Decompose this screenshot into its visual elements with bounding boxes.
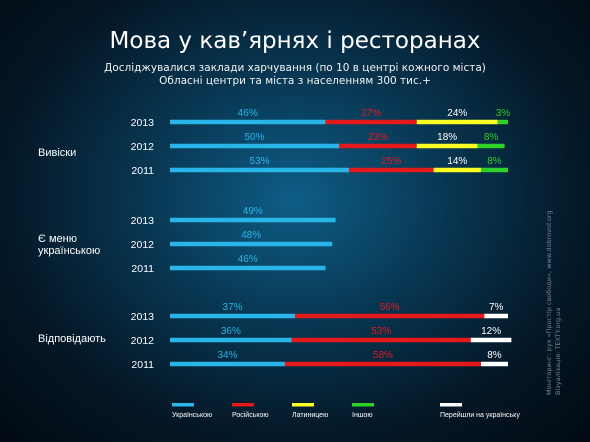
year-label: 2013 xyxy=(131,311,155,323)
data-label: 37% xyxy=(223,302,243,313)
bar-segment-російською xyxy=(339,143,417,149)
year-label: 2011 xyxy=(131,359,154,371)
credits-block: Моніторинг: рух «Простір свободи», www.d… xyxy=(545,210,563,395)
bar-segment-російською xyxy=(284,361,481,367)
chart-title: Мова у кав’ярнях і ресторанах xyxy=(109,28,481,54)
bar-segment-українською xyxy=(170,217,336,223)
bar-segment-українською xyxy=(170,241,333,247)
year-label: 2011 xyxy=(131,165,154,177)
legend-label-перейшли-на-українську: Перейшли на українську xyxy=(440,411,520,419)
legend-label-російською: Російською xyxy=(232,411,269,419)
bar-segment-перейшли-на-українську xyxy=(480,361,508,367)
data-label: 50% xyxy=(244,132,264,143)
monitoring-label: Моніторинг: xyxy=(545,353,553,395)
bar-segment-українською xyxy=(170,361,285,367)
legend-label-латиницею: Латиницею xyxy=(292,412,328,419)
bar-segment-російською xyxy=(349,167,434,173)
bar-segment-іншою xyxy=(480,167,508,173)
year-label: 2012 xyxy=(131,239,155,251)
data-label: 58% xyxy=(373,350,393,361)
group-label-відповідають: Відповідають xyxy=(38,333,106,345)
visualization-value: TEXTY.org.ua xyxy=(554,307,562,350)
data-label: 36% xyxy=(221,326,241,337)
data-label: 46% xyxy=(238,254,258,265)
bar-segment-латиницею xyxy=(416,143,478,149)
bar-segment-іншою xyxy=(477,143,505,149)
data-label: 34% xyxy=(217,350,237,361)
data-label: 8% xyxy=(484,132,499,143)
bar-segment-перейшли-на-українську xyxy=(470,337,512,343)
legend-label-українською: Українською xyxy=(172,412,212,419)
bar-segment-українською xyxy=(170,337,292,343)
data-label: 23% xyxy=(368,132,388,143)
bar-segment-українською xyxy=(170,265,326,271)
data-label: 56% xyxy=(380,302,400,313)
data-label: 8% xyxy=(487,350,502,361)
legend-swatch-українською xyxy=(172,403,194,407)
year-label: 2012 xyxy=(131,335,155,347)
data-label: 48% xyxy=(241,230,261,241)
bar-segment-російською xyxy=(295,313,485,319)
bar-segment-українською xyxy=(170,119,326,125)
data-label: 24% xyxy=(447,108,467,119)
legend-swatch-російською xyxy=(232,403,254,407)
group-label-вивіски: Вивіски xyxy=(38,147,76,159)
data-label: 3% xyxy=(496,108,511,119)
data-label: 27% xyxy=(361,108,381,119)
data-label: 25% xyxy=(381,156,401,167)
data-label: 18% xyxy=(437,132,457,143)
year-label: 2012 xyxy=(131,141,155,153)
bar-segment-українською xyxy=(170,143,339,149)
bar-segment-латиницею xyxy=(416,119,498,125)
data-label: 7% xyxy=(489,302,504,313)
chart-subtitle-line2: Обласні центри та міста з населенням 300… xyxy=(159,75,431,87)
year-label: 2013 xyxy=(131,117,155,129)
bar-segment-російською xyxy=(291,337,471,343)
data-label: 14% xyxy=(447,156,467,167)
bar-segment-латиницею xyxy=(433,167,481,173)
monitoring-value: рух «Простір свободи», www.dobrovol.org xyxy=(545,210,553,352)
bar-segment-іншою xyxy=(497,119,508,125)
bar-segment-російською xyxy=(325,119,417,125)
data-label: 53% xyxy=(250,156,270,167)
bar-segment-українською xyxy=(170,167,350,173)
data-label: 12% xyxy=(481,326,501,337)
year-label: 2013 xyxy=(131,215,155,227)
legend-swatch-перейшли-на-українську xyxy=(440,403,462,407)
group-label-line1: Є меню xyxy=(38,233,77,245)
chart-subtitle-line1: Досліджувалися заклади харчування (по 10… xyxy=(104,62,486,74)
legend-label-іншою: Іншою xyxy=(352,412,373,419)
group-label-line2: українською xyxy=(38,245,100,257)
legend-swatch-латиницею xyxy=(292,403,314,407)
data-label: 46% xyxy=(238,108,258,119)
data-label: 8% xyxy=(487,156,502,167)
data-label: 53% xyxy=(371,326,391,337)
data-label: 49% xyxy=(243,206,263,217)
legend-swatch-іншою xyxy=(352,403,374,407)
visualization-label: Візуалізація: xyxy=(554,351,562,395)
bar-segment-українською xyxy=(170,313,296,319)
bar-segment-перейшли-на-українську xyxy=(484,313,508,319)
year-label: 2011 xyxy=(131,263,154,275)
